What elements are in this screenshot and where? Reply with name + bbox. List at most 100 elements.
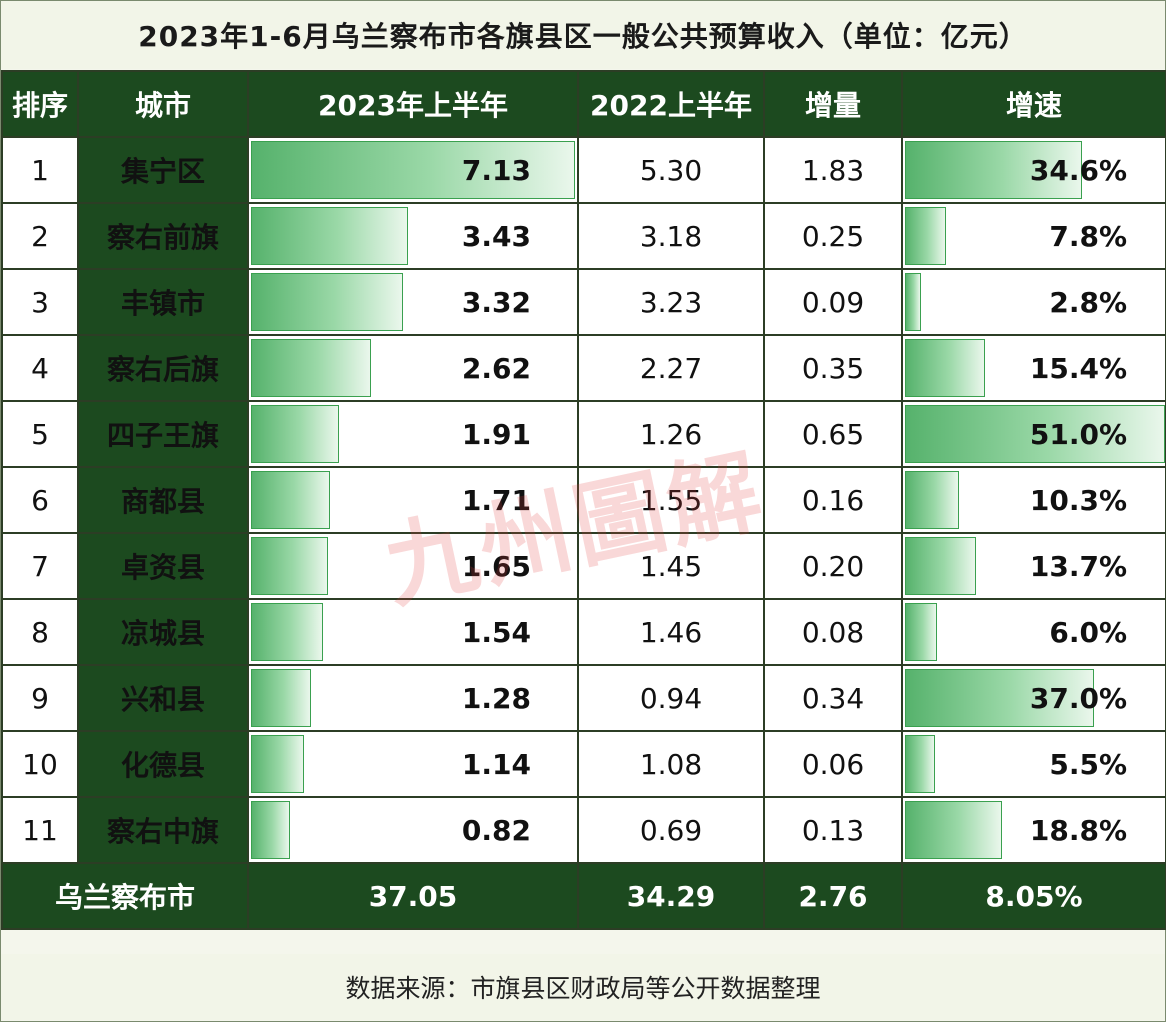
header-rank: 排序 [1, 70, 79, 138]
header-growth: 增速 [901, 70, 1166, 138]
increase-cell: 0.25 [763, 202, 903, 270]
increase-cell: 0.08 [763, 598, 903, 666]
bar-growth-label: 37.0% [1029, 681, 1127, 715]
bar-2023 [251, 273, 403, 331]
city-cell: 集宁区 [77, 136, 249, 204]
table-row: 2 察右前旗 3.43 3.18 0.25 7.8% [1, 202, 1166, 270]
rank-cell: 7 [1, 532, 79, 600]
table-row: 6 商都县 1.71 1.55 0.16 10.3% [1, 466, 1166, 534]
increase-cell: 0.16 [763, 466, 903, 534]
total-2023: 37.05 [247, 862, 579, 930]
source-note: 数据来源：市旗县区财政局等公开数据整理 [1, 954, 1165, 1020]
table-row: 9 兴和县 1.28 0.94 0.34 37.0% [1, 664, 1166, 732]
header-2022: 2022上半年 [577, 70, 765, 138]
bar-growth-label: 34.6% [1029, 153, 1127, 187]
bar-growth [905, 141, 1082, 199]
city-cell: 商都县 [77, 466, 249, 534]
bar-2023 [251, 669, 311, 727]
increase-cell: 0.34 [763, 664, 903, 732]
value-2022-cell: 3.23 [577, 268, 765, 336]
table-row: 10 化德县 1.14 1.08 0.06 5.5% [1, 730, 1166, 798]
value-2022-cell: 1.26 [577, 400, 765, 468]
bar-2023 [251, 471, 330, 529]
increase-cell: 0.13 [763, 796, 903, 864]
growth-cell: 34.6% [901, 136, 1166, 204]
value-2023-cell: 3.43 [247, 202, 579, 270]
bar-growth-label: 18.8% [1029, 813, 1127, 847]
bar-2023-label: 3.32 [461, 285, 531, 319]
growth-cell: 15.4% [901, 334, 1166, 402]
city-cell: 兴和县 [77, 664, 249, 732]
total-city: 乌兰察布市 [1, 862, 249, 930]
rank-cell: 1 [1, 136, 79, 204]
value-2023-cell: 1.71 [247, 466, 579, 534]
bar-growth-label: 13.7% [1029, 549, 1127, 583]
value-2022-cell: 0.69 [577, 796, 765, 864]
increase-cell: 0.35 [763, 334, 903, 402]
value-2023-cell: 1.54 [247, 598, 579, 666]
header-2023: 2023年上半年 [247, 70, 579, 138]
increase-cell: 0.65 [763, 400, 903, 468]
bar-2023-label: 2.62 [461, 351, 531, 385]
city-cell: 察右后旗 [77, 334, 249, 402]
increase-cell: 0.06 [763, 730, 903, 798]
bar-growth [905, 273, 921, 331]
total-row: 乌兰察布市 37.05 34.29 2.76 8.05% [1, 862, 1166, 930]
bar-2023-label: 1.65 [461, 549, 531, 583]
header-increase: 增量 [763, 70, 903, 138]
header-row: 排序 城市 2023年上半年 2022上半年 增量 增速 [1, 70, 1166, 138]
rank-cell: 2 [1, 202, 79, 270]
total-2022: 34.29 [577, 862, 765, 930]
bar-growth-label: 7.8% [1049, 219, 1127, 253]
value-2022-cell: 0.94 [577, 664, 765, 732]
data-table: 排序 城市 2023年上半年 2022上半年 增量 增速 1 集宁区 7.13 5.3… [1, 70, 1166, 930]
table-row: 7 卓资县 1.65 1.45 0.20 13.7% [1, 532, 1166, 600]
bar-2023 [251, 735, 304, 793]
rank-cell: 4 [1, 334, 79, 402]
bar-2023 [251, 141, 575, 199]
bar-growth [905, 669, 1094, 727]
table-row: 3 丰镇市 3.32 3.23 0.09 2.8% [1, 268, 1166, 336]
city-cell: 四子王旗 [77, 400, 249, 468]
increase-cell: 0.20 [763, 532, 903, 600]
increase-cell: 0.09 [763, 268, 903, 336]
rank-cell: 6 [1, 466, 79, 534]
bar-2023 [251, 405, 339, 463]
bar-2023-label: 1.28 [461, 681, 531, 715]
total-increase: 2.76 [763, 862, 903, 930]
growth-cell: 5.5% [901, 730, 1166, 798]
table-body: 1 集宁区 7.13 5.30 1.83 34.6% 2 察右前旗 3.43 3.18 0.25 7.… [1, 136, 1166, 864]
value-2022-cell: 5.30 [577, 136, 765, 204]
value-2023-cell: 1.14 [247, 730, 579, 798]
bar-growth [905, 339, 985, 397]
rank-cell: 3 [1, 268, 79, 336]
rank-cell: 8 [1, 598, 79, 666]
value-2022-cell: 1.55 [577, 466, 765, 534]
rank-cell: 11 [1, 796, 79, 864]
city-cell: 察右中旗 [77, 796, 249, 864]
table-row: 1 集宁区 7.13 5.30 1.83 34.6% [1, 136, 1166, 204]
value-2023-cell: 1.28 [247, 664, 579, 732]
bar-2023-label: 0.82 [461, 813, 531, 847]
rank-cell: 5 [1, 400, 79, 468]
bar-growth [905, 471, 959, 529]
bar-growth-label: 10.3% [1029, 483, 1127, 517]
value-2023-cell: 1.91 [247, 400, 579, 468]
table-row: 5 四子王旗 1.91 1.26 0.65 51.0% [1, 400, 1166, 468]
bar-2023-label: 7.13 [461, 153, 531, 187]
growth-cell: 13.7% [901, 532, 1166, 600]
total-growth: 8.05% [901, 862, 1166, 930]
rank-cell: 9 [1, 664, 79, 732]
bar-2023 [251, 339, 371, 397]
value-2022-cell: 1.08 [577, 730, 765, 798]
value-2023-cell: 2.62 [247, 334, 579, 402]
value-2022-cell: 1.45 [577, 532, 765, 600]
bar-growth [905, 405, 1165, 463]
bar-growth [905, 801, 1002, 859]
bar-2023-label: 1.14 [461, 747, 531, 781]
bar-2023 [251, 801, 290, 859]
growth-cell: 7.8% [901, 202, 1166, 270]
bar-2023-label: 1.91 [461, 417, 531, 451]
bar-growth-label: 5.5% [1049, 747, 1127, 781]
